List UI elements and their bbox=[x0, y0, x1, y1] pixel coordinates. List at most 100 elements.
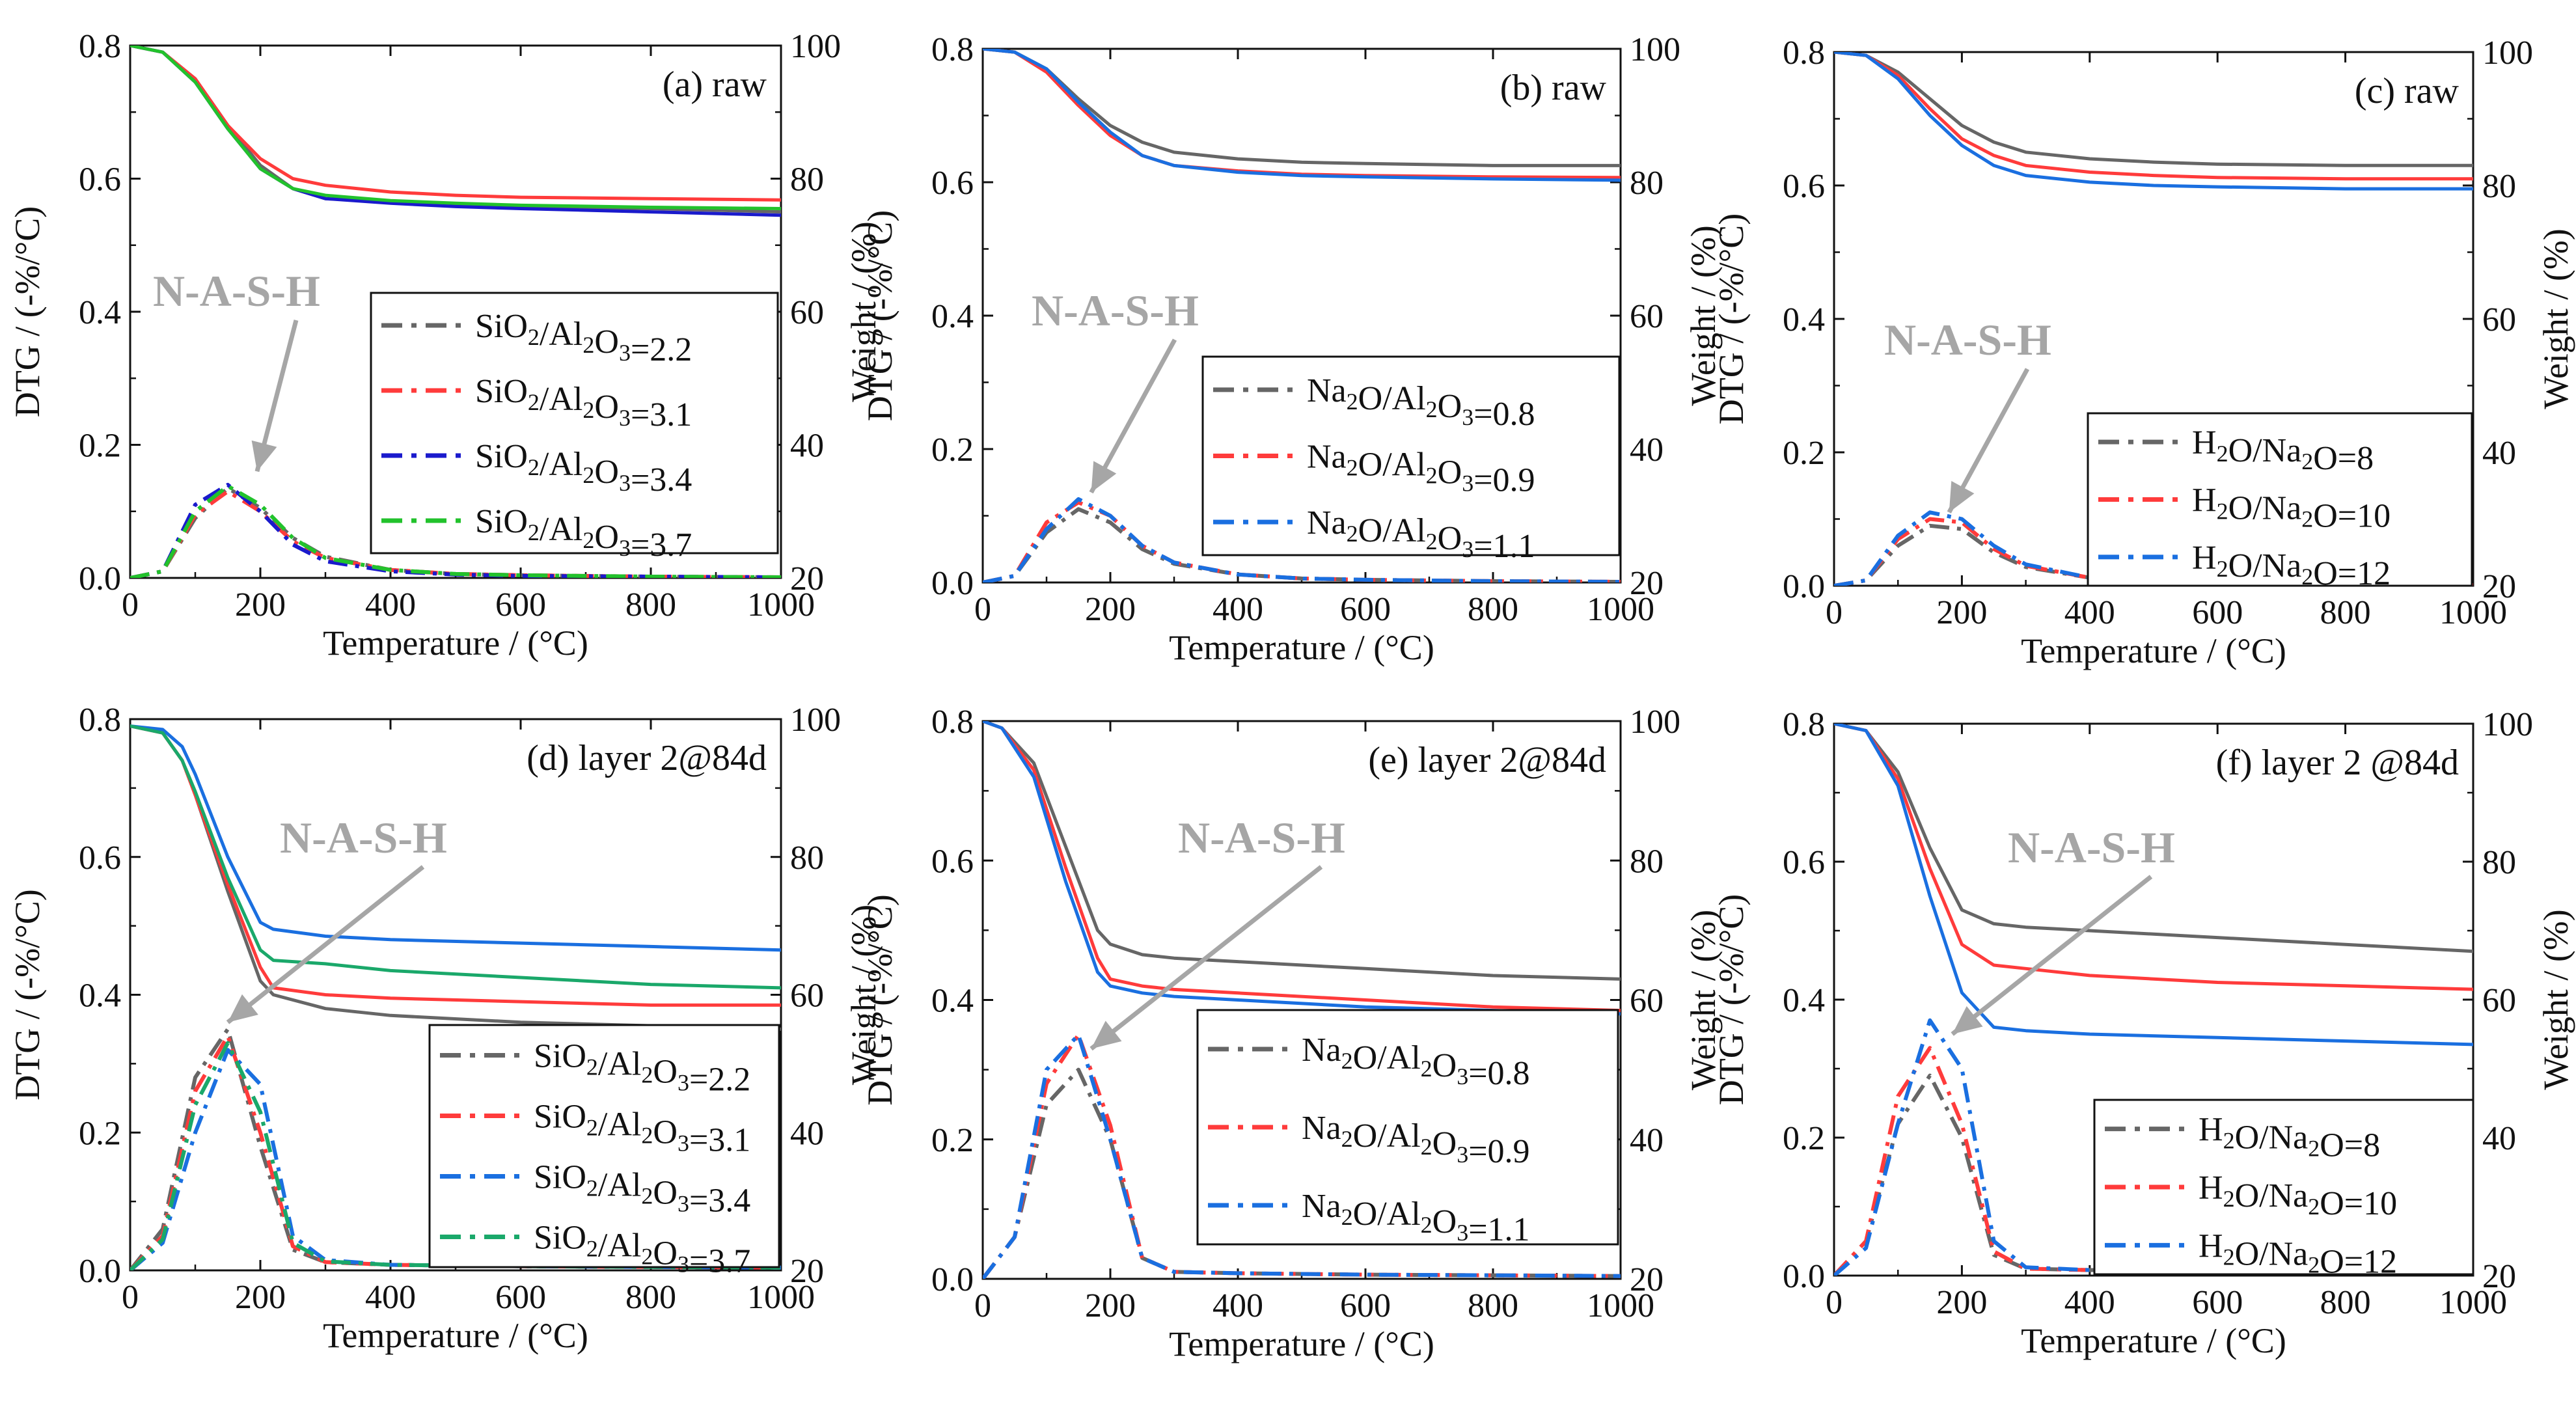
legend-text: /Al bbox=[540, 446, 582, 483]
legend-text: O/Na bbox=[2235, 1177, 2309, 1214]
legend-text: =3.7 bbox=[631, 527, 692, 564]
x-axis-label: Temperature / (°C) bbox=[323, 623, 588, 663]
legend-text: =12 bbox=[2344, 1243, 2397, 1280]
x-axis-label: Temperature / (°C) bbox=[1169, 628, 1434, 667]
x-tick-label: 0 bbox=[122, 586, 139, 623]
legend-label: SiO2/Al2O3=3.4 bbox=[534, 1159, 750, 1220]
legend-subscript: 2 bbox=[586, 1054, 598, 1080]
y-left-tick-label: 0.4 bbox=[931, 983, 974, 1020]
legend-subscript: 2 bbox=[2223, 1128, 2235, 1154]
legend-label: SiO2/Al2O3=2.2 bbox=[534, 1038, 750, 1099]
weight-curve-3 bbox=[1834, 724, 2473, 1046]
legend-text: Na bbox=[1302, 1110, 1341, 1147]
legend-subscript: 3 bbox=[678, 1252, 689, 1278]
legend-text: O/Al bbox=[1353, 1196, 1421, 1233]
legend-subscript: 2 bbox=[2301, 564, 2313, 590]
legend-text: O/Al bbox=[1358, 380, 1426, 417]
y-right-tick-label: 100 bbox=[2482, 34, 2533, 72]
x-axis-label: Temperature / (°C) bbox=[323, 1316, 588, 1355]
legend-text: H bbox=[2192, 540, 2217, 577]
x-tick-label: 200 bbox=[1936, 594, 1987, 631]
y-left-tick-label: 0.8 bbox=[79, 28, 121, 65]
panel-title: (b) raw bbox=[1500, 68, 1607, 108]
legend-text: =3.1 bbox=[689, 1122, 750, 1159]
legend: SiO2/Al2O3=2.2SiO2/Al2O3=3.1SiO2/Al2O3=3… bbox=[370, 292, 779, 564]
legend-text: =8 bbox=[2344, 1127, 2380, 1164]
legend-text: =1.1 bbox=[1473, 528, 1535, 565]
legend-subscript: 3 bbox=[1462, 404, 1473, 430]
legend-text: O bbox=[1432, 1125, 1457, 1162]
legend-text: /Al bbox=[540, 316, 582, 353]
y-left-tick-label: 0.4 bbox=[79, 978, 121, 1015]
legend-label: H2O/Na2O=12 bbox=[2192, 540, 2391, 592]
legend: SiO2/Al2O3=2.2SiO2/Al2O3=3.1SiO2/Al2O3=3… bbox=[428, 1024, 780, 1280]
y-right-tick-label: 100 bbox=[2482, 706, 2533, 743]
legend-text: /Al bbox=[540, 381, 582, 418]
y-right-tick-label: 40 bbox=[1630, 1122, 1664, 1159]
annotation-arrowhead bbox=[1091, 1020, 1122, 1049]
legend-text: SiO bbox=[475, 438, 528, 475]
legend-label: H2O/Na2O=8 bbox=[2192, 424, 2374, 477]
legend-text: O bbox=[653, 1175, 678, 1212]
nash-annotation: N-A-S-H bbox=[1032, 286, 1199, 335]
annotation-arrow-shaft bbox=[1089, 338, 1177, 494]
legend-text: SiO bbox=[534, 1099, 586, 1136]
legend-text: O bbox=[2313, 498, 2338, 535]
legend-subscript: 2 bbox=[528, 389, 540, 415]
x-tick-label: 800 bbox=[625, 586, 676, 623]
legend-subscript: 2 bbox=[1426, 396, 1438, 422]
dtg-curve-2 bbox=[983, 500, 1621, 582]
nash-annotation: N-A-S-H bbox=[1884, 315, 2051, 364]
panel-a: 0 200 400 600 800 1000 0.0 0.2 0.4 0.6 0.8 20 40 60 80… bbox=[8, 28, 883, 663]
legend-text: /Al bbox=[598, 1046, 641, 1083]
legend-text: O bbox=[2320, 1185, 2344, 1222]
legend-text: Na bbox=[1302, 1032, 1341, 1069]
y-left-tick-label: 0.2 bbox=[1783, 435, 1825, 472]
annotation-arrowhead bbox=[1952, 1005, 1983, 1034]
y-left-tick-label: 0.6 bbox=[1783, 844, 1825, 881]
y-right-axis-label: Weight / (%) bbox=[1684, 225, 1723, 406]
legend-text: SiO bbox=[475, 503, 528, 540]
panel-title: (f) layer 2 @84d bbox=[2216, 743, 2459, 783]
legend-subscript: 2 bbox=[528, 519, 540, 545]
legend-text: Na bbox=[1307, 372, 1347, 409]
y-right-tick-label: 20 bbox=[2482, 1258, 2516, 1295]
legend-text: O bbox=[1438, 520, 1462, 557]
x-tick-label: 800 bbox=[2320, 594, 2371, 631]
weight-curve-3 bbox=[130, 724, 781, 952]
y-right-tick-label: 40 bbox=[790, 1115, 824, 1152]
curves bbox=[1834, 724, 2473, 1276]
x-tick-label: 600 bbox=[1340, 591, 1391, 628]
y-right-tick-label: 60 bbox=[2482, 301, 2516, 338]
legend-text: O/Al bbox=[1353, 1039, 1421, 1076]
legend-text: O/Na bbox=[2228, 490, 2302, 527]
legend-label: SiO2/Al2O3=3.1 bbox=[534, 1099, 750, 1159]
x-tick-label: 400 bbox=[2064, 1284, 2115, 1321]
x-tick-label: 200 bbox=[1085, 591, 1136, 628]
y-right-tick-label: 60 bbox=[2482, 982, 2516, 1019]
x-tick-label: 800 bbox=[625, 1279, 676, 1316]
y-right-tick-label: 60 bbox=[1630, 983, 1664, 1020]
y-left-tick-label: 0.8 bbox=[1783, 706, 1825, 743]
x-tick-label: 600 bbox=[2192, 594, 2243, 631]
y-right-tick-label: 20 bbox=[1630, 1261, 1664, 1298]
legend-subscript: 2 bbox=[2301, 448, 2313, 474]
legend-text: =0.8 bbox=[1468, 1055, 1529, 1092]
legend-text: SiO bbox=[475, 308, 528, 345]
dtg-curve-3 bbox=[983, 1033, 1621, 1279]
legend-subscript: 2 bbox=[1341, 1048, 1353, 1074]
y-right-tick-label: 100 bbox=[1630, 704, 1680, 741]
y-left-tick-label: 0.2 bbox=[79, 428, 121, 465]
y-right-axis-label: Weight / (%) bbox=[2536, 909, 2575, 1090]
legend-subscript: 3 bbox=[678, 1191, 689, 1217]
legend-subscript: 2 bbox=[1421, 1056, 1432, 1082]
legend-text: H bbox=[2192, 424, 2217, 461]
weight-curve-1 bbox=[983, 721, 1621, 981]
x-tick-label: 1000 bbox=[1587, 591, 1654, 628]
panel-title: (d) layer 2@84d bbox=[527, 738, 767, 778]
legend-label: Na2O/Al2O3=0.9 bbox=[1302, 1110, 1530, 1170]
annotation-arrowhead bbox=[251, 440, 277, 472]
